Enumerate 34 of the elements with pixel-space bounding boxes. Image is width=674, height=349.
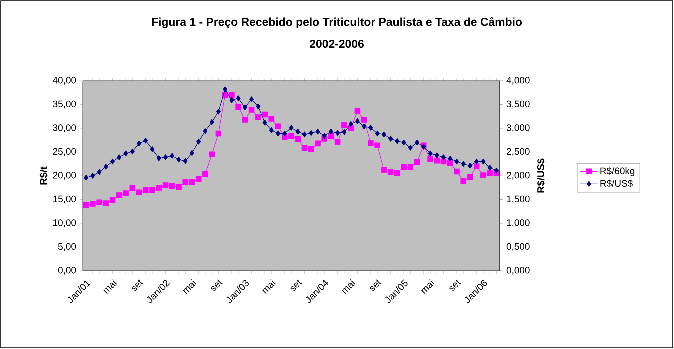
- y-tick-label: 35,00: [53, 100, 76, 109]
- y2-tick-label: 1,000: [507, 220, 530, 228]
- y-tick-label: 15,00: [54, 196, 76, 204]
- y-tick-label: 5,00: [58, 243, 76, 252]
- y2-tick-label: 2,500: [507, 148, 530, 156]
- y2-tick-label: 0,500: [506, 243, 530, 252]
- y2-tick-label: 3,000: [506, 124, 530, 132]
- y2-tick-label: 2,000: [507, 172, 530, 180]
- legend-label: R$/60kg: [600, 167, 635, 176]
- x-tick-label: mai: [262, 279, 276, 294]
- x-tick-label: mai: [342, 279, 356, 294]
- x-tick-label: mai: [421, 279, 435, 294]
- y2-tick-label: 3,500: [506, 100, 530, 109]
- x-tick-label: set: [290, 280, 302, 292]
- x-tick-label: mai: [183, 279, 197, 294]
- x-tick-label: mai: [104, 279, 118, 294]
- y2-tick-label: 0,000: [506, 267, 530, 275]
- y2-tick-label: 1,500: [507, 196, 530, 204]
- y2-axis-title: R$/US$: [537, 158, 546, 193]
- y-tick-label: 30,00: [53, 124, 76, 132]
- y-tick-label: 0,00: [58, 267, 76, 275]
- y-tick-label: 40,00: [53, 77, 76, 85]
- y-tick-label: 20,00: [53, 172, 76, 180]
- x-tick-label: set: [450, 280, 462, 292]
- y-axis-title: R$/t: [40, 166, 48, 185]
- y-tick-label: 10,00: [54, 220, 76, 228]
- x-tick-label: set: [132, 280, 144, 292]
- y2-tick-label: 4,000: [506, 77, 530, 85]
- chart-title: Figura 1 - Preço Recebido pelo Triticultor Paulista e Taxa de Câmbio: [152, 18, 522, 28]
- legend-label: R$/US$: [600, 180, 633, 188]
- y-tick-label: 25,00: [53, 148, 76, 156]
- chart-subtitle: 2002-2006: [310, 40, 364, 48]
- x-tick-label: set: [211, 280, 223, 292]
- x-tick-label: set: [370, 280, 382, 292]
